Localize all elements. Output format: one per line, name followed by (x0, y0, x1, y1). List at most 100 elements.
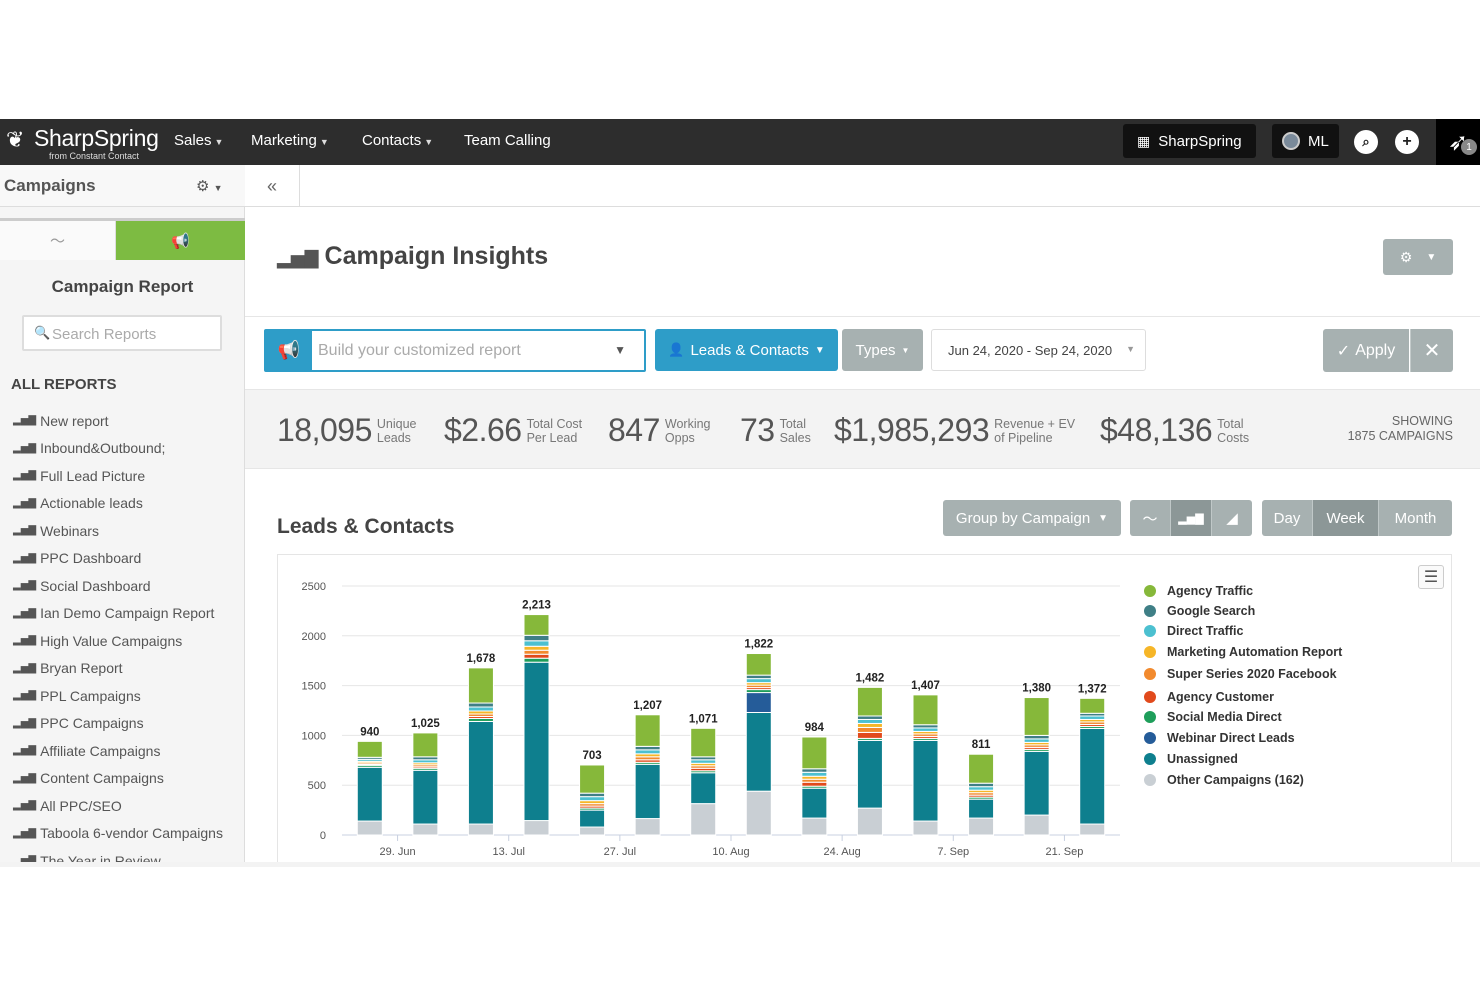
report-list-item[interactable]: ▂▅▇ Social Dashboard (13, 572, 243, 600)
report-list-item[interactable]: ▂▅▇ PPL Campaigns (13, 682, 243, 710)
bar-chart-icon: ▂▅▇ (13, 772, 37, 784)
chart-container: 0 500 1000 1500 2000 2500 940 1,025 1,678 2,213 70… (277, 554, 1452, 867)
report-list-item[interactable]: ▂▅▇ Actionable leads (13, 490, 243, 518)
user-menu-button[interactable]: ML (1272, 124, 1339, 158)
bar-segment (690, 803, 717, 836)
toolbar: « (245, 165, 1480, 207)
hamburger-icon: ☰ (1423, 569, 1439, 586)
tab-trends[interactable]: 〜 (0, 221, 116, 260)
kpi-label: Total Costs (1217, 416, 1250, 445)
report-list-item[interactable]: ▂▅▇ Taboola 6-vendor Campaigns (13, 820, 243, 848)
bar-segment (912, 739, 939, 822)
sidebar-settings-button[interactable]: ⚙ ▼ (196, 177, 223, 195)
bar-segment (801, 817, 828, 836)
bar-chart-icon: ▂▅▇ (13, 580, 37, 592)
nav-team-calling[interactable]: Team Calling (464, 132, 551, 149)
bar-segment (523, 614, 550, 636)
group-by-button[interactable]: Group by Campaign ▼ (943, 500, 1121, 536)
section-title: Leads & Contacts (277, 515, 455, 538)
x-tick-label: 7. Sep (937, 846, 969, 858)
chevron-down-icon: ▼ (614, 343, 626, 357)
bar-segment (968, 786, 995, 791)
chart-menu-button[interactable]: ☰ (1418, 565, 1444, 589)
chevron-down-icon: ▼ (901, 345, 910, 355)
report-list-item[interactable]: ▂▅▇ New report (13, 407, 243, 435)
showing-campaigns: 1875 CAMPAIGNS (1347, 429, 1453, 443)
report-list-item[interactable]: ▂▅▇ High Value Campaigns (13, 627, 243, 655)
tab-campaigns[interactable]: 📢 (116, 221, 245, 260)
period-month[interactable]: Month (1378, 500, 1452, 536)
report-list-item-label: Bryan Report (40, 660, 123, 677)
legend-item: Social Media Direct (1167, 710, 1282, 724)
bar-chart-icon: ▂▅▇ (13, 662, 37, 674)
report-list-item[interactable]: ▂▅▇ Inbound&Outbound; (13, 435, 243, 463)
report-list-item[interactable]: ▂▅▇ PPC Dashboard (13, 545, 243, 573)
add-button[interactable]: + (1395, 130, 1419, 154)
kpi-band: 18,095 Unique Leads $2.66 Total Cost Per L… (245, 389, 1480, 469)
y-tick-label: 1500 (302, 681, 326, 693)
report-list: ▂▅▇ New report ▂▅▇ Inbound&Outbound; ▂▅▇ Full… (13, 407, 243, 867)
legend-marker (1144, 732, 1156, 744)
kpi-revenue-pipeline: $1,985,293 Revenue + EV of Pipeline (834, 412, 1075, 449)
bar-segment (634, 818, 661, 836)
report-list-item[interactable]: ▂▅▇ Webinars (13, 517, 243, 545)
bar-segment (467, 720, 494, 825)
report-list-item[interactable]: ▂▅▇ Bryan Report (13, 655, 243, 683)
line-chart-icon: 〜 (1142, 510, 1158, 528)
clear-button[interactable]: ✕ (1410, 329, 1453, 372)
report-list-item[interactable]: ▂▅▇ PPC Campaigns (13, 710, 243, 738)
chevron-down-icon: ▼ (1098, 512, 1109, 524)
bar-segment (467, 706, 494, 712)
bar-chart-button[interactable]: ▂▅▇ (1170, 500, 1211, 536)
kpi-value: $1,985,293 (834, 412, 990, 448)
page-settings-button[interactable]: ⚙ ▼ (1383, 239, 1453, 275)
date-range-picker[interactable]: Jun 24, 2020 - Sep 24, 2020 ▼ (931, 329, 1146, 371)
data-label: 940 (360, 726, 379, 738)
leads-contacts-label: Leads & Contacts (690, 341, 809, 359)
nav-marketing[interactable]: Marketing ▼ (251, 132, 329, 149)
report-list-item[interactable]: ▂▅▇ Ian Demo Campaign Report (13, 600, 243, 628)
search-button[interactable]: ⌕ (1354, 130, 1378, 154)
sharpspring-logo[interactable]: ❦ SharpSpring from Constant Contact (6, 123, 166, 161)
report-builder-select[interactable]: 📢 Build your customized report ▼ (264, 329, 646, 372)
bar-chart-icon: ▂▅▇ (13, 442, 37, 454)
nav-contacts[interactable]: Contacts ▼ (362, 132, 433, 149)
report-list-item[interactable]: ▂▅▇ Affiliate Campaigns (13, 737, 243, 765)
report-list-item[interactable]: ▂▅▇ Full Lead Picture (13, 462, 243, 490)
period-week[interactable]: Week (1312, 500, 1378, 536)
bar-segment (745, 678, 772, 684)
nav-sales[interactable]: Sales ▼ (174, 132, 223, 149)
bar-chart-icon: ▂▅▇ (13, 497, 37, 509)
area-chart-button[interactable]: ◢ (1211, 500, 1252, 536)
leads-contacts-button[interactable]: 👤 Leads & Contacts ▼ (655, 329, 838, 371)
types-button[interactable]: Types ▼ (842, 329, 923, 371)
legend-item: Agency Customer (1167, 690, 1274, 704)
kpi-unique-leads: 18,095 Unique Leads (277, 412, 417, 449)
bar-segment (523, 640, 550, 647)
report-list-item[interactable]: ▂▅▇ Content Campaigns (13, 765, 243, 793)
notifications-button[interactable]: ➶ 1 (1436, 119, 1480, 165)
chevron-down-icon: ▼ (1126, 344, 1135, 354)
legend-marker (1144, 711, 1156, 723)
bar-segment (523, 653, 550, 659)
bar-segment (634, 749, 661, 755)
report-list-item[interactable]: ▂▅▇ All PPC/SEO (13, 792, 243, 820)
page-title-text: Campaign Insights (324, 242, 549, 270)
company-switcher-button[interactable]: ▦ SharpSpring (1123, 124, 1256, 158)
line-chart-button[interactable]: 〜 (1130, 500, 1170, 536)
report-builder-placeholder: Build your customized report (318, 342, 521, 359)
avatar (1282, 132, 1300, 150)
legend-item: Super Series 2020 Facebook (1167, 667, 1337, 681)
search-reports-input[interactable] (52, 324, 217, 344)
chevron-down-icon: ▼ (319, 137, 329, 147)
y-tick-label: 2000 (302, 631, 326, 643)
data-label: 703 (582, 750, 601, 762)
period-day[interactable]: Day (1262, 500, 1312, 536)
apply-button[interactable]: ✓ Apply (1323, 329, 1409, 372)
collapse-sidebar-button[interactable]: « (245, 165, 300, 207)
bar-segment (634, 714, 661, 747)
bar-segment (968, 798, 995, 819)
report-list-item-label: Social Dashboard (40, 577, 151, 594)
bar-chart-icon: ▂▅▇ (13, 717, 37, 729)
data-label: 1,482 (856, 672, 885, 684)
